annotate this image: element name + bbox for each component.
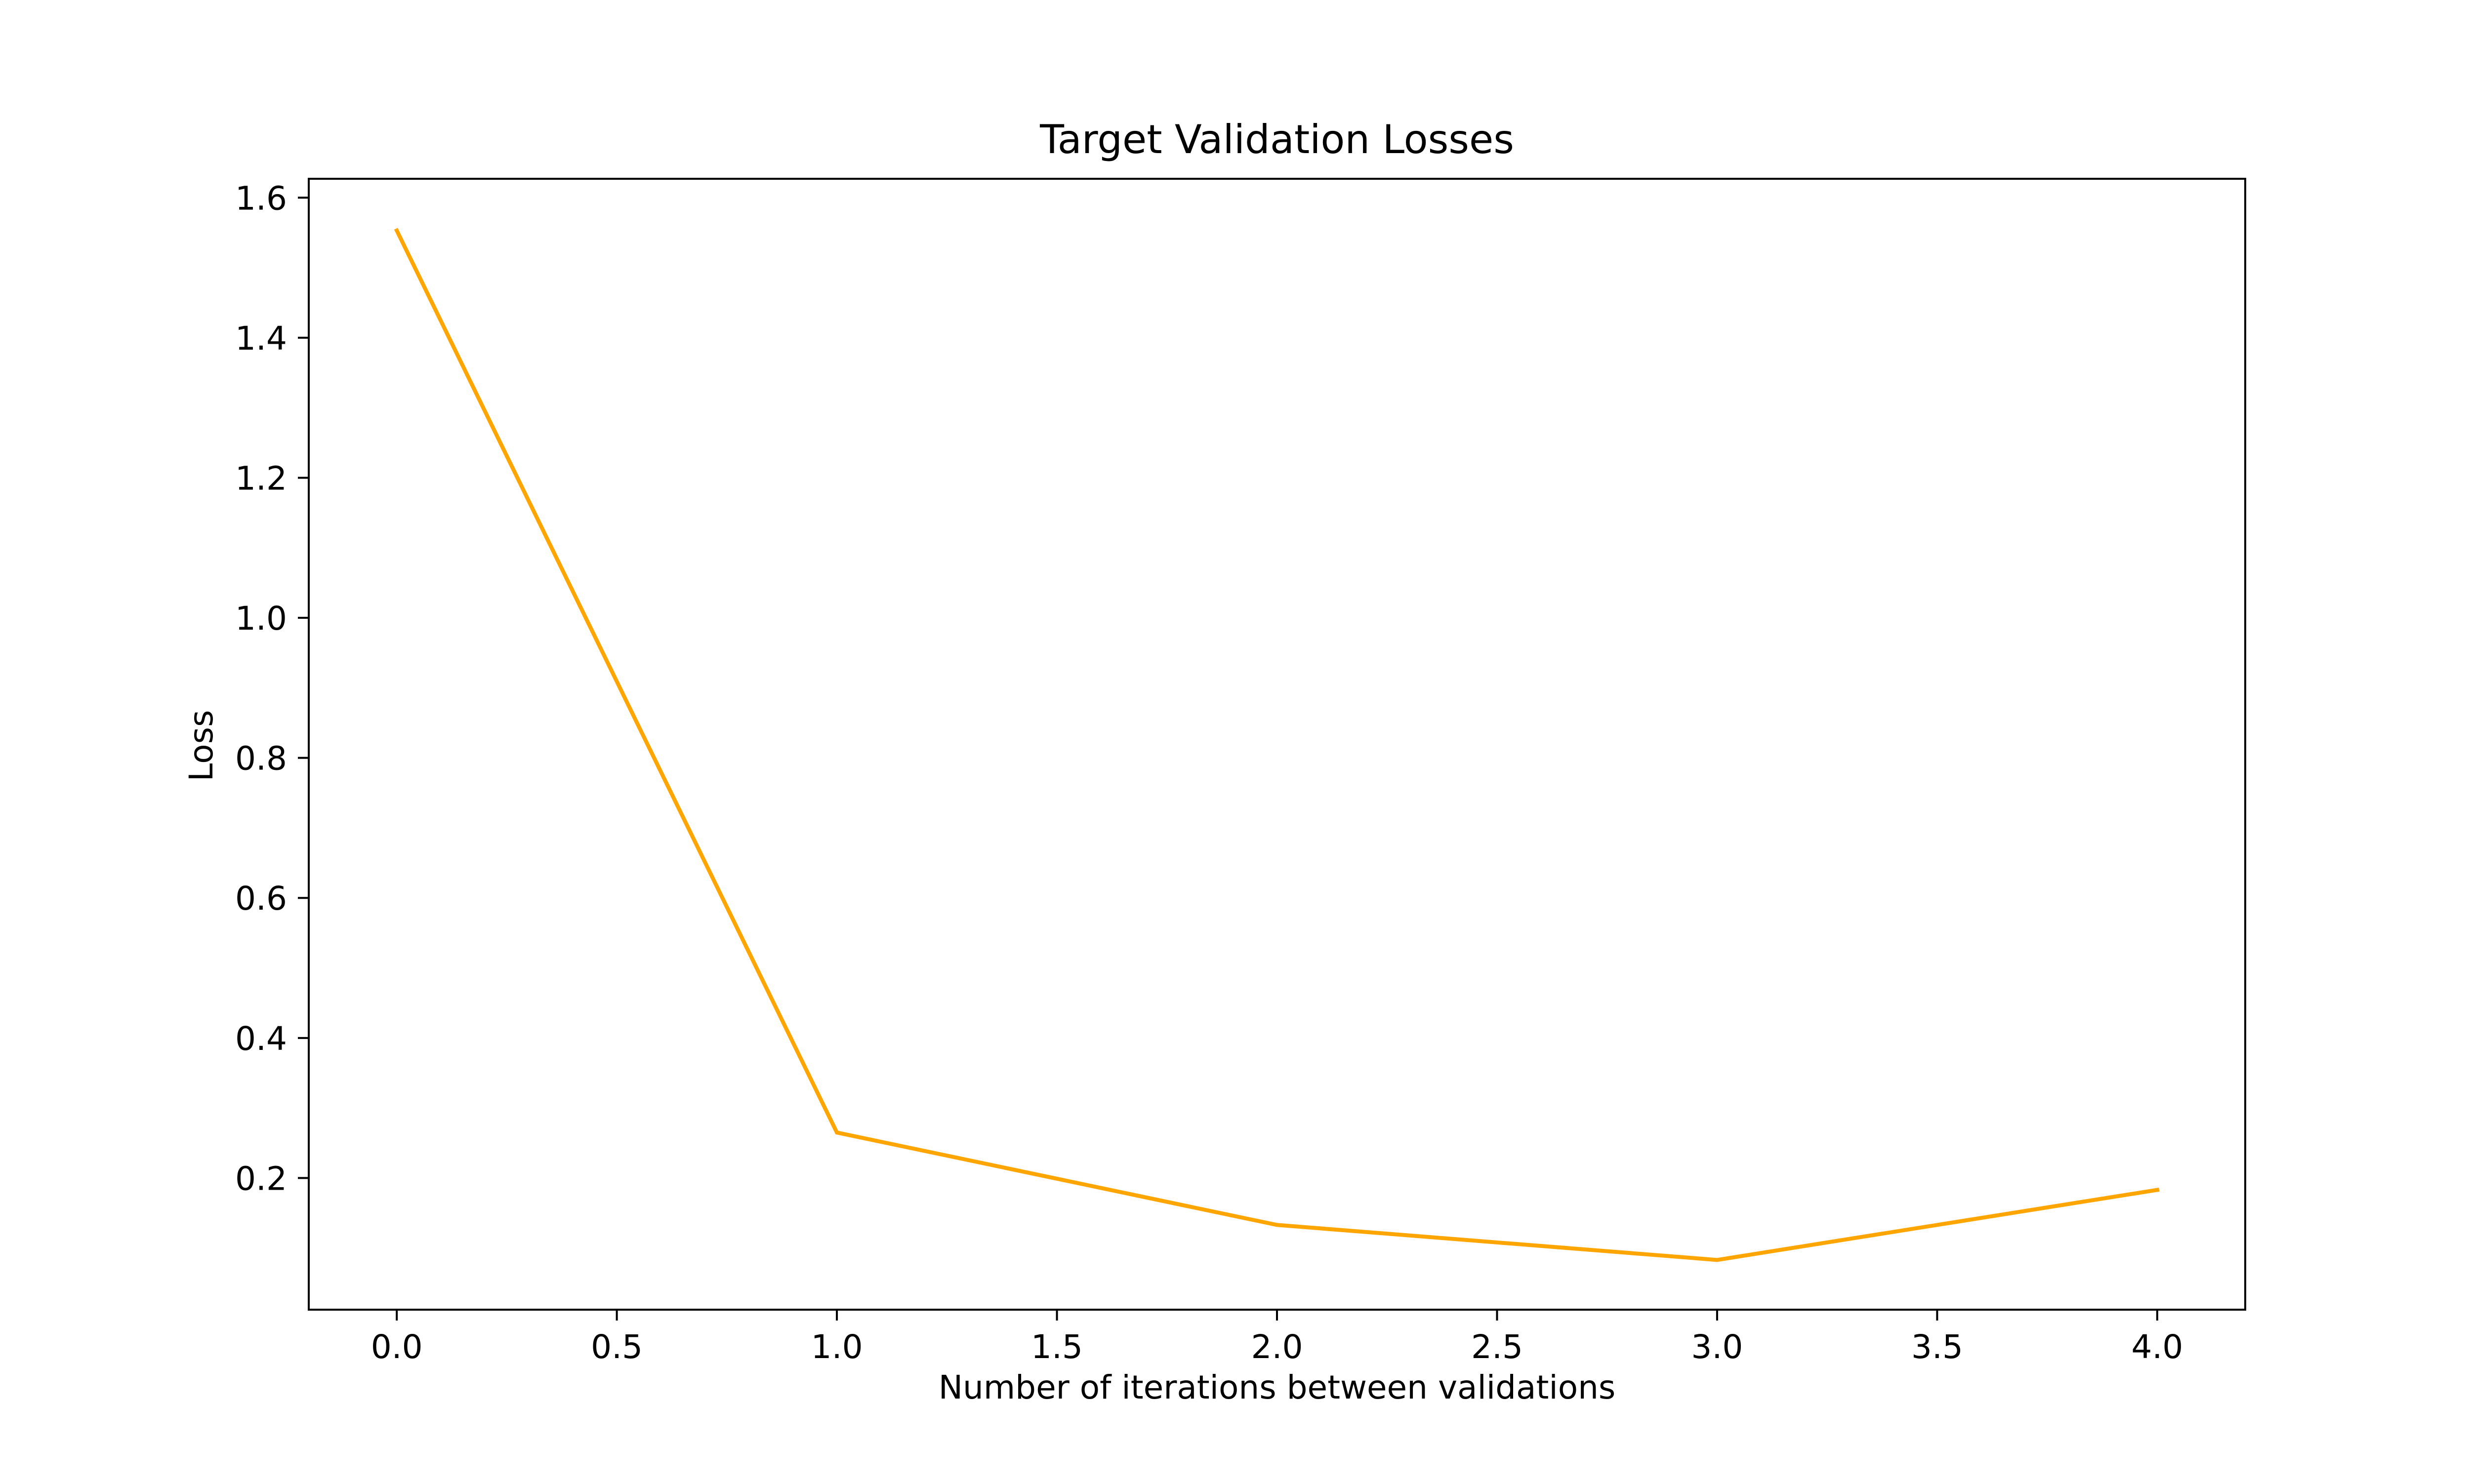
x-tick-label: 0.5 [591,1328,643,1366]
y-tick-label: 0.8 [235,740,287,778]
x-tick-label: 2.5 [1471,1328,1523,1366]
series-line [394,228,2160,1262]
y-tick-label: 0.6 [235,880,287,918]
x-tick-label: 4.0 [2131,1328,2183,1366]
x-tick-label: 0.0 [371,1328,423,1366]
series-layer [394,228,2160,1262]
chart-title: Target Validation Losses [1039,117,1514,162]
y-axis: 0.2 0.4 0.6 0.8 1.0 1.2 1.4 1.6 [235,179,309,1198]
y-tick-label: 0.4 [235,1020,287,1058]
x-tick-label: 1.0 [811,1328,863,1366]
x-tick-label: 1.5 [1031,1328,1083,1366]
y-tick-label: 0.2 [235,1160,287,1198]
x-tick-label: 3.0 [1691,1328,1743,1366]
x-tick-label: 3.5 [1911,1328,1963,1366]
y-tick-label: 1.2 [235,459,287,497]
y-tick-label: 1.6 [235,179,287,217]
y-axis-label: Loss [182,710,220,782]
x-axis: 0.0 0.5 1.0 1.5 2.0 2.5 3.0 3.5 4.0 [371,1310,2183,1366]
x-axis-label: Number of iterations between validations [939,1368,1616,1406]
x-tick-label: 2.0 [1251,1328,1303,1366]
y-tick-label: 1.0 [235,600,287,638]
y-tick-label: 1.4 [235,320,287,358]
